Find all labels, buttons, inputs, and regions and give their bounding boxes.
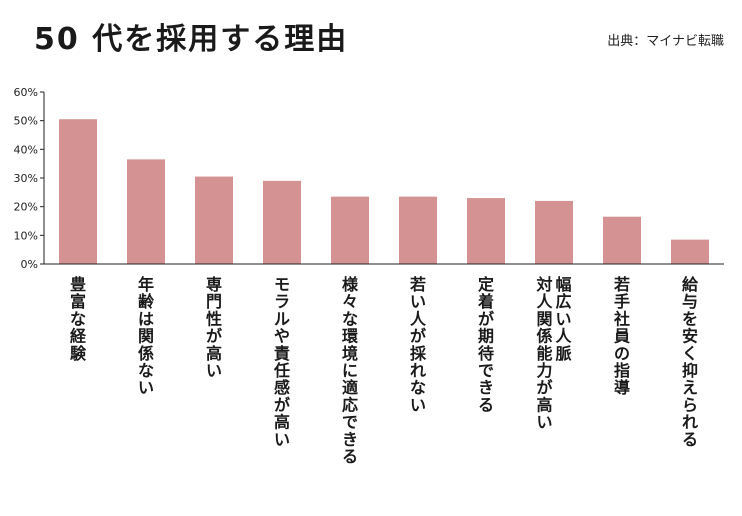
y-tick-label: 40% <box>14 143 38 156</box>
y-tick-label: 30% <box>14 172 38 185</box>
bars <box>59 119 709 264</box>
category-label: 様々な環境に適応できる <box>342 275 359 466</box>
bar <box>127 159 165 264</box>
category-label: 若手社員の指導 <box>613 275 630 397</box>
y-tick-label: 10% <box>14 229 38 242</box>
category-label: 対人関係能力が高い <box>535 275 553 432</box>
y-tick-label: 60% <box>14 86 38 99</box>
category-labels: 豊富な経験 年齢は関係ない 専門性が高い モラルや責任感が高い 様々な環境に適応できる 若… <box>70 275 699 466</box>
bar <box>263 180 301 264</box>
category-label: モラルや責任感が高い <box>273 275 290 449</box>
category-label: 給与を安く抑えられる <box>682 275 699 449</box>
bar <box>195 176 233 264</box>
category-label: 豊富な経験 <box>70 275 87 363</box>
bar <box>671 239 709 264</box>
category-label: 定着が期待できる <box>477 275 494 414</box>
category-label: 専門性が高い <box>206 275 222 380</box>
y-tick-label: 20% <box>14 201 38 214</box>
bar <box>603 216 641 264</box>
category-label: 年齢は関係ない <box>138 275 155 397</box>
source-note: 出典：マイナビ転職 <box>607 34 724 49</box>
bar <box>399 196 437 264</box>
chart-title: 50 代を採用する理由 <box>34 22 349 57</box>
bar <box>59 119 97 264</box>
category-label: 若い人が採れない <box>409 275 427 414</box>
y-axis-ticks: 0% 10% 20% 30% 40% 50% 60% <box>14 86 44 271</box>
category-label: 幅広い人脈 <box>555 275 572 363</box>
bar <box>467 198 505 264</box>
y-tick-label: 50% <box>14 115 38 128</box>
y-tick-label: 0% <box>21 258 38 271</box>
bar <box>331 196 369 264</box>
bar <box>535 200 573 264</box>
